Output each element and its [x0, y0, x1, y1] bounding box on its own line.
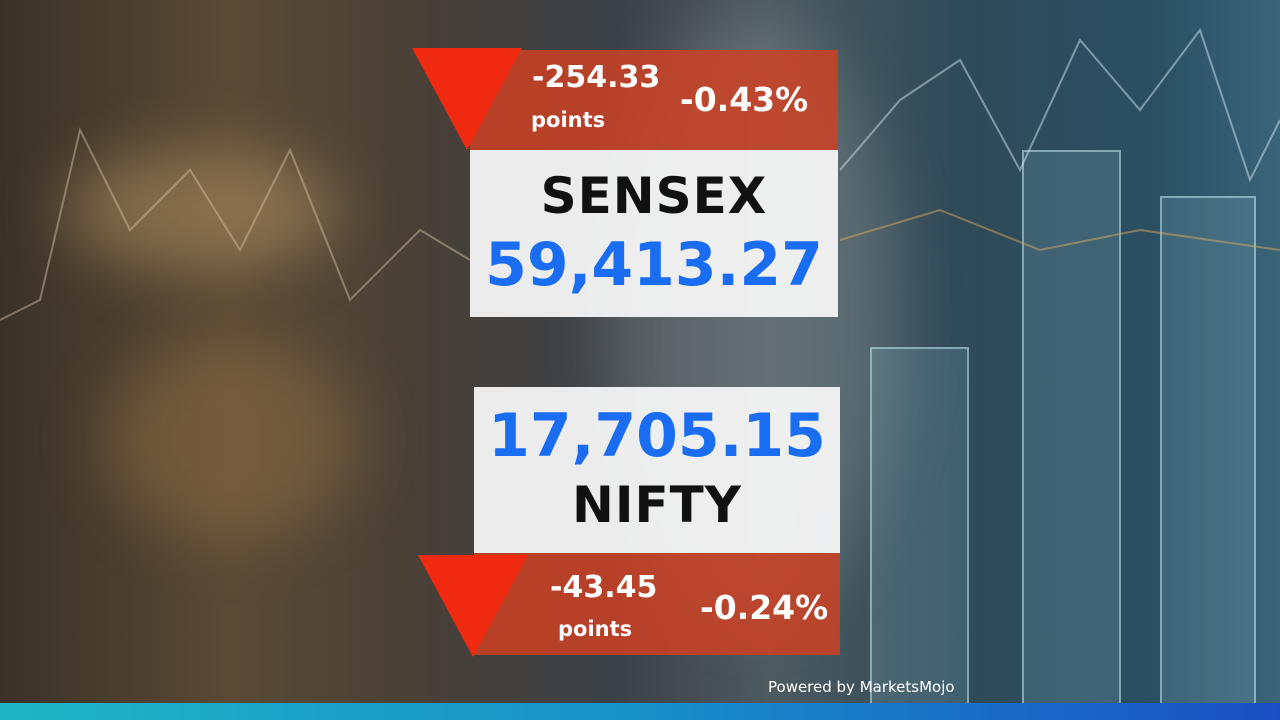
nifty-label: NIFTY: [572, 476, 742, 534]
chart-bar-decor: [870, 347, 969, 705]
sensex-label: SENSEX: [540, 167, 768, 225]
nifty-change-band: [474, 553, 840, 655]
nifty-points-label: points: [558, 617, 633, 641]
nifty-value: 17,705.15: [488, 401, 826, 471]
footer-strip: [0, 703, 1280, 720]
sensex-box: SENSEX 59,413.27: [470, 150, 838, 317]
chart-bar-decor: [1160, 196, 1256, 705]
nifty-box: 17,705.15 NIFTY: [474, 387, 840, 553]
nifty-change-percent: -0.24%: [700, 588, 829, 627]
powered-by-credit: Powered by MarketsMojo: [768, 678, 955, 696]
bokeh-light: [60, 150, 340, 270]
sensex-points-label: points: [531, 108, 606, 132]
sensex-value: 59,413.27: [485, 230, 823, 300]
down-arrow-icon: [418, 555, 528, 657]
sensex-change-percent: -0.43%: [680, 80, 809, 119]
sensex-change-band: [470, 50, 838, 150]
down-arrow-icon: [412, 48, 522, 150]
nifty-change-points: -43.45: [550, 570, 658, 605]
sensex-change-points: -254.33: [532, 60, 661, 95]
chart-bar-decor: [1022, 150, 1121, 705]
bokeh-light: [100, 340, 360, 540]
